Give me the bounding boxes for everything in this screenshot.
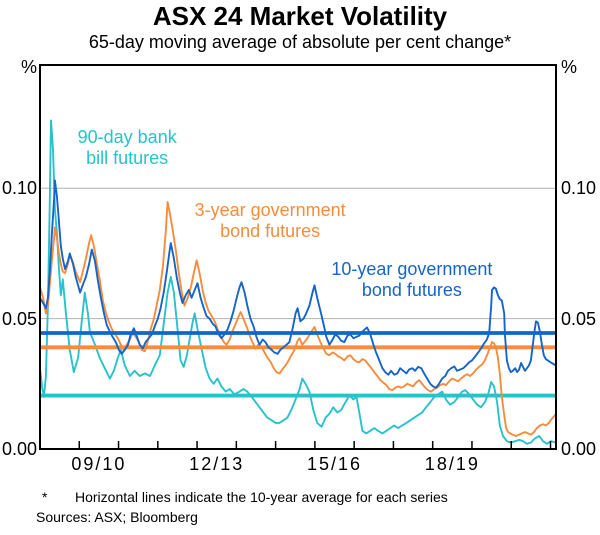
y-axis-unit-left: % [20,57,37,77]
series-label-10-year-government-bond-futures: 10-year government bond futures [331,259,492,301]
series-label-line: 10-year government [331,259,493,280]
series-label-line: 90-day bank [77,127,177,148]
y-tick-label-right-000: 0.00 [561,439,597,459]
series-line-2 [39,179,557,389]
footnote-marker: * [42,489,48,505]
y-axis-unit-right: % [561,57,578,77]
chart-title: ASX 24 Market Volatility [152,1,448,31]
y-tick-label-right-010: 0.10 [561,178,597,199]
series-label-line: bill futures [86,148,169,169]
series-label-line: bond futures [220,221,321,242]
plot-frame [39,64,557,450]
series-label-3-year-government-bond-futures: 3-year government bond futures [195,200,346,242]
y-tick-label-left-010: 0.10 [1,178,37,199]
footnote: * Horizontal lines indicate the 10-year a… [42,489,448,505]
y-tick-label-left-005: 0.05 [1,308,37,329]
chart-subtitle: 65-day moving average of absolute per ce… [88,32,512,52]
y-tick-label-right-005: 0.05 [561,308,597,329]
x-axis-label-0910: 09/10 [71,454,127,474]
series-label-90-day-bank-bill-futures: 90-day bank bill futures [78,127,177,169]
series-line-1 [39,201,557,437]
x-axis-label-1213: 12/13 [189,454,245,474]
series-line-0 [39,119,557,445]
x-axis-label-1516: 15/16 [306,454,363,474]
footnote-text: Horizontal lines indicate the 10-year av… [75,489,448,505]
series-label-line: bond futures [361,280,462,301]
y-tick-label-left-000: 0.00 [1,439,37,459]
series-label-line: 3-year government [194,200,346,221]
sources-text: Sources: ASX; Bloomberg [36,509,198,525]
x-axis-label-1819: 18/19 [424,454,480,474]
